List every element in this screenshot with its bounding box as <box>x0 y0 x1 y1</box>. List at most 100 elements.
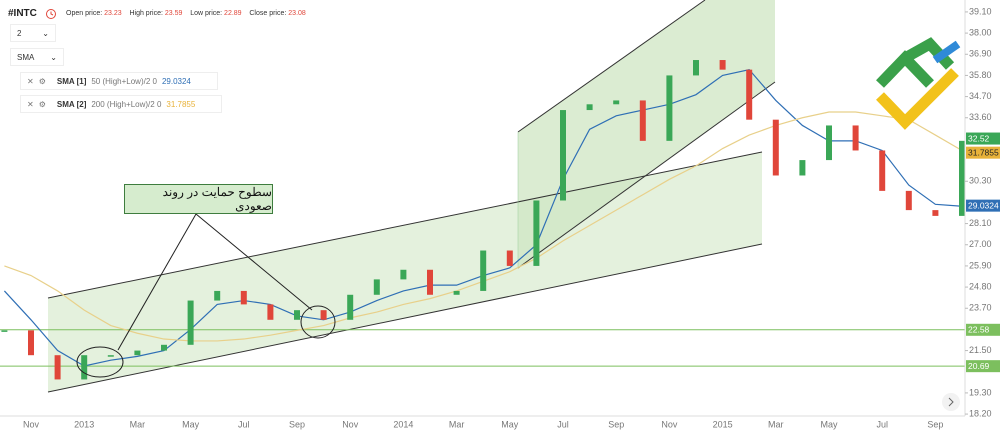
candle <box>294 310 300 320</box>
candle <box>852 125 859 151</box>
x-tick-label: Nov <box>342 419 359 429</box>
y-tick-label: 28.10 <box>969 218 992 228</box>
y-tick-label: 23.70 <box>969 303 992 313</box>
candle <box>453 290 460 295</box>
settings[interactable]: ⚙ <box>38 99 46 109</box>
timeframe: 2 <box>17 28 22 38</box>
candle <box>187 300 194 345</box>
scroll-arrow <box>948 397 954 407</box>
y-tick-label: 27.00 <box>969 239 992 249</box>
candle <box>506 250 513 266</box>
price-tag <box>966 323 1000 336</box>
indicator-name: SMA [1] <box>56 76 87 86</box>
y-tick-label: 21.50 <box>969 345 992 355</box>
low-value: 22.89 <box>224 10 242 17</box>
candle <box>134 350 141 356</box>
candle <box>799 160 806 176</box>
y-tick-label: 36.90 <box>969 49 992 59</box>
y-tick-label: 35.80 <box>969 70 992 80</box>
x-tick-label: Nov <box>661 419 678 429</box>
candle <box>905 190 912 211</box>
candle <box>959 140 965 216</box>
x-tick-label: Jul <box>238 419 250 429</box>
x-tick-label: 2013 <box>74 419 94 429</box>
candle <box>107 355 114 357</box>
candle <box>214 290 221 301</box>
y-tick-label: 38.00 <box>969 27 992 37</box>
low-label: Low price: <box>190 10 223 17</box>
x-tick-label: Jul <box>876 419 888 429</box>
indicator-row: ✕ ⚙ SMA [1] 50 (High+Low)/2 0 29.0324 <box>20 72 218 90</box>
timeframe-select[interactable]: 2 ⌄ <box>10 24 56 42</box>
indicator-select[interactable]: SMA ⌄ <box>10 48 64 66</box>
candle <box>772 119 779 176</box>
logo <box>876 37 961 130</box>
candle <box>54 355 61 380</box>
x-tick-label: Sep <box>289 419 305 429</box>
candle <box>639 100 646 141</box>
clock-icon[interactable] <box>45 8 57 20</box>
candle <box>560 110 566 201</box>
channel-line <box>517 0 706 133</box>
candle <box>240 290 247 305</box>
close-value: 23.08 <box>288 10 306 17</box>
candle <box>373 279 380 295</box>
channel-line <box>47 243 763 393</box>
price-tag <box>966 199 1000 212</box>
price-tag-label: 32.52 <box>968 133 990 143</box>
candle <box>347 294 354 320</box>
x-tick-label: 2014 <box>393 419 413 429</box>
y-tick-label: 30.30 <box>969 176 992 186</box>
x-axis-strip <box>0 416 1000 433</box>
candle <box>400 269 407 280</box>
indicator-name: SMA <box>17 52 35 62</box>
x-tick-label: Sep <box>927 419 943 429</box>
y-tick-label: 34.70 <box>969 91 992 101</box>
candle <box>28 330 34 356</box>
indicator-value: 31.7855 <box>166 99 196 109</box>
close-label: Close price: <box>249 10 287 17</box>
open-value: 23.23 <box>104 10 122 17</box>
candle <box>879 150 886 191</box>
arrow <box>117 213 197 351</box>
support-circle <box>76 346 124 378</box>
x-tick-label: May <box>820 419 838 429</box>
high-label: High price: <box>129 10 163 17</box>
annotation: سطوح حمایت در روند صعودی <box>124 184 273 214</box>
channel-area <box>518 0 775 268</box>
y-tick-label: 19.30 <box>969 387 992 397</box>
x-tick-label: 2015 <box>713 419 733 429</box>
candle <box>1 330 8 332</box>
price-tag-label: 22.58 <box>968 325 990 335</box>
x-tick-label: May <box>501 419 519 429</box>
x-tick-label: Nov <box>23 419 40 429</box>
settings[interactable]: ⚙ <box>38 76 46 86</box>
remove[interactable]: ✕ <box>27 99 34 109</box>
x-tick-label: May <box>182 419 200 429</box>
y-tick-label: 18.20 <box>969 408 992 418</box>
x-tick-label: Mar <box>449 419 465 429</box>
indicator-params: 200 (High+Low)/2 0 <box>91 99 162 109</box>
x-tick-label: Sep <box>608 419 624 429</box>
indicator-row: ✕ ⚙ SMA [2] 200 (High+Low)/2 0 31.7855 <box>20 95 222 113</box>
price-tag <box>966 360 1000 373</box>
candle <box>480 250 487 291</box>
symbol: #INTC <box>8 8 37 19</box>
channel-line <box>517 81 776 269</box>
indicator-name: SMA [2] <box>56 99 87 109</box>
ohlc: Open price: 23.23 High price: 23.59 Low … <box>66 10 306 17</box>
remove[interactable]: ✕ <box>27 76 34 86</box>
scroll-button[interactable] <box>942 393 960 411</box>
y-tick-label: 24.80 <box>969 281 992 291</box>
indicator-value: 29.0324 <box>161 76 191 86</box>
x-tick-label: Jul <box>557 419 569 429</box>
candle <box>533 200 540 266</box>
candle <box>746 69 753 120</box>
candle <box>719 60 726 70</box>
price-tag-label: 29.0324 <box>968 200 999 210</box>
price-tag <box>966 146 1000 159</box>
high-value: 23.59 <box>164 10 183 17</box>
y-tick-label: 25.90 <box>969 260 992 270</box>
